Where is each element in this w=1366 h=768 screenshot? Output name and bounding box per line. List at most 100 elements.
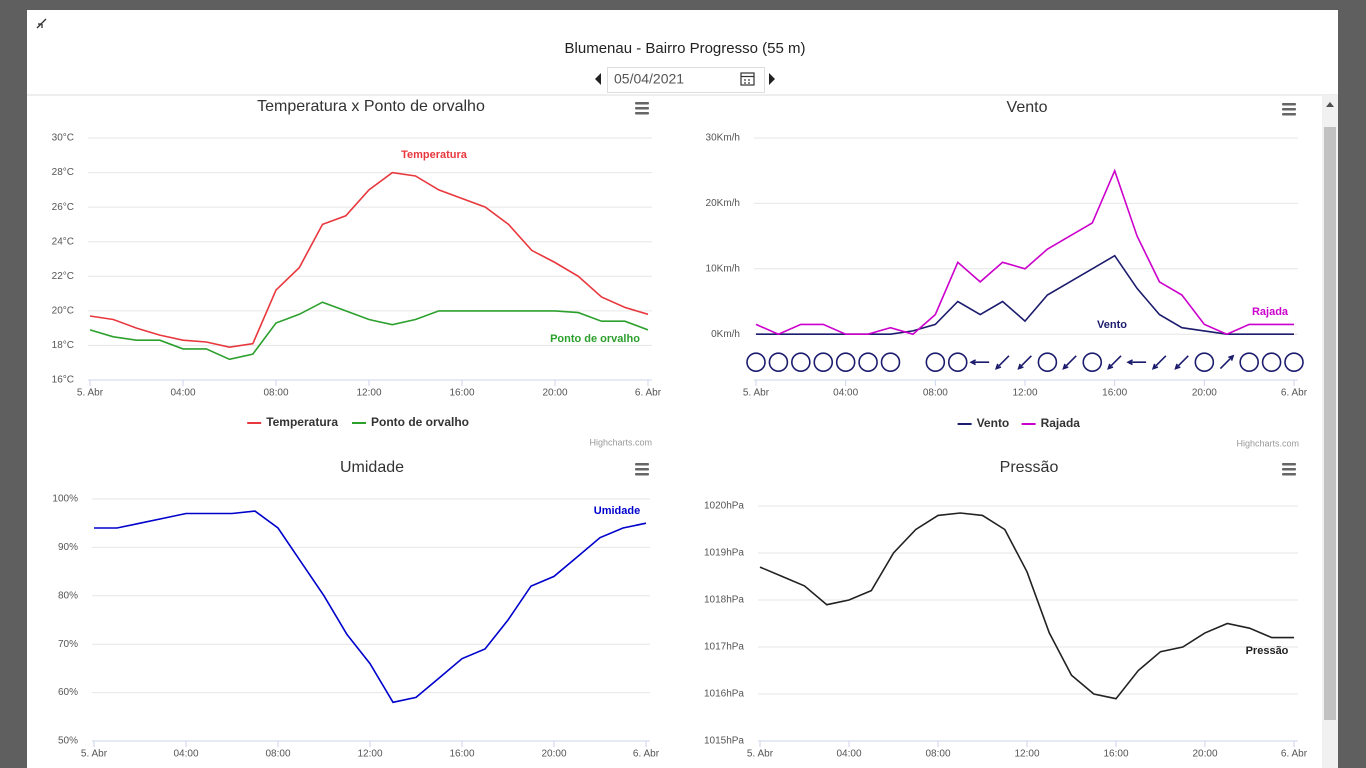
credits: Highcharts.com <box>589 437 652 447</box>
scrollbar-thumb[interactable] <box>1324 127 1336 720</box>
prev-day[interactable] <box>595 73 601 85</box>
menu-bar <box>1282 108 1296 111</box>
x-tick-label: 12:00 <box>1014 749 1039 760</box>
y-tick-label: 1020hPa <box>704 501 744 512</box>
wind-calm <box>925 352 946 373</box>
card <box>27 10 1338 768</box>
wind-arrow <box>1062 355 1077 370</box>
series-line <box>89 171 649 349</box>
y-tick-label: 100% <box>52 494 78 505</box>
x-tick-label: 16:00 <box>449 749 474 760</box>
menu-bar <box>635 102 649 105</box>
menu-bar <box>635 463 649 466</box>
y-tick-label: 80% <box>58 590 78 601</box>
x-tick-label: 12:00 <box>357 749 382 760</box>
x-tick-label: 04:00 <box>833 388 858 399</box>
chart-title: Pressão <box>1000 459 1059 476</box>
wind-calm <box>768 352 789 373</box>
legend-item[interactable]: Rajada <box>1021 416 1081 430</box>
wind-arrow <box>1174 355 1189 370</box>
calendar-icon[interactable] <box>740 72 755 86</box>
x-tick-label: 20:00 <box>1192 388 1217 399</box>
series-label: Ponto de orvalho <box>550 333 640 345</box>
y-tick-label: 90% <box>58 542 78 553</box>
x-tick-label: 20:00 <box>541 749 566 760</box>
x-tick-label: 5. Abr <box>747 749 774 760</box>
series-label: Rajada <box>1252 306 1289 318</box>
menu-bar <box>1282 468 1296 471</box>
legend-label: Ponto de orvalho <box>371 415 469 429</box>
y-tick-label: 30Km/h <box>706 133 740 144</box>
menu-bar <box>1282 113 1296 116</box>
series-label: Vento <box>1097 319 1127 331</box>
x-tick-label: 5. Abr <box>77 388 104 399</box>
wind-calm <box>1284 352 1304 373</box>
wind-calm <box>791 352 811 373</box>
legend-item[interactable]: Vento <box>957 416 1010 430</box>
y-tick-label: 1016hPa <box>704 689 744 700</box>
chart-menu[interactable] <box>635 102 649 115</box>
x-tick-label: 08:00 <box>923 388 948 399</box>
collapse-icon[interactable] <box>36 18 47 29</box>
series-label: Temperatura <box>401 149 468 161</box>
wind-calm <box>1082 352 1103 373</box>
y-tick-label: 1015hPa <box>704 736 744 747</box>
y-tick-label: 10Km/h <box>706 263 740 274</box>
x-tick-label: 6. Abr <box>635 388 662 399</box>
y-tick-label: 30°C <box>52 133 74 144</box>
series-label: Pressão <box>1246 645 1289 657</box>
wind-calm <box>858 352 878 373</box>
y-tick-label: 50% <box>58 736 78 747</box>
wind-calm <box>746 352 766 373</box>
y-tick-label: 60% <box>58 687 78 698</box>
date-value: 05/04/2021 <box>614 71 684 87</box>
x-tick-label: 04:00 <box>170 388 195 399</box>
series-line <box>755 168 1294 336</box>
menu-bar <box>635 473 649 476</box>
y-tick-label: 1019hPa <box>704 548 744 559</box>
x-tick-label: 6. Abr <box>633 749 660 760</box>
legend-item[interactable]: Ponto de orvalho <box>352 415 469 429</box>
wind-arrow <box>969 359 990 366</box>
menu-bar <box>1282 103 1296 106</box>
y-tick-label: 16°C <box>52 375 74 386</box>
x-tick-label: 16:00 <box>1103 749 1128 760</box>
x-tick-label: 04:00 <box>836 749 861 760</box>
x-tick-label: 20:00 <box>1192 749 1217 760</box>
menu-bar <box>635 468 649 471</box>
wind-calm <box>1239 352 1259 373</box>
series-line <box>89 301 649 361</box>
scroll-up[interactable] <box>1326 102 1334 107</box>
date-input[interactable] <box>607 67 765 93</box>
x-tick-label: 20:00 <box>542 388 567 399</box>
x-tick-label: 6. Abr <box>1281 749 1308 760</box>
menu-bar <box>635 112 649 115</box>
x-tick-label: 08:00 <box>265 749 290 760</box>
chart-menu[interactable] <box>1282 463 1296 476</box>
x-tick-label: 6. Abr <box>1281 388 1308 399</box>
y-tick-label: 70% <box>58 639 78 650</box>
x-tick-label: 5. Abr <box>743 388 770 399</box>
y-tick-label: 26°C <box>52 202 74 213</box>
x-tick-label: 16:00 <box>449 388 474 399</box>
credits: Highcharts.com <box>1236 438 1299 448</box>
legend-item[interactable]: Temperatura <box>247 415 338 429</box>
legend-label: Rajada <box>1041 416 1081 430</box>
chart-menu[interactable] <box>1282 103 1296 116</box>
chart-menu[interactable] <box>635 463 649 476</box>
x-tick-label: 08:00 <box>263 388 288 399</box>
y-tick-label: 20°C <box>52 305 74 316</box>
y-tick-label: 28°C <box>52 167 74 178</box>
page-title: Blumenau - Bairro Progresso (55 m) <box>565 40 806 57</box>
y-tick-label: 20Km/h <box>706 198 740 209</box>
x-tick-label: 08:00 <box>925 749 950 760</box>
y-tick-label: 1017hPa <box>704 642 744 653</box>
x-tick-label: 12:00 <box>1012 388 1037 399</box>
next-day[interactable] <box>769 73 775 85</box>
menu-bar <box>635 107 649 110</box>
wind-calm <box>1037 352 1058 373</box>
legend-label: Vento <box>977 416 1010 430</box>
wind-arrow <box>994 355 1010 370</box>
